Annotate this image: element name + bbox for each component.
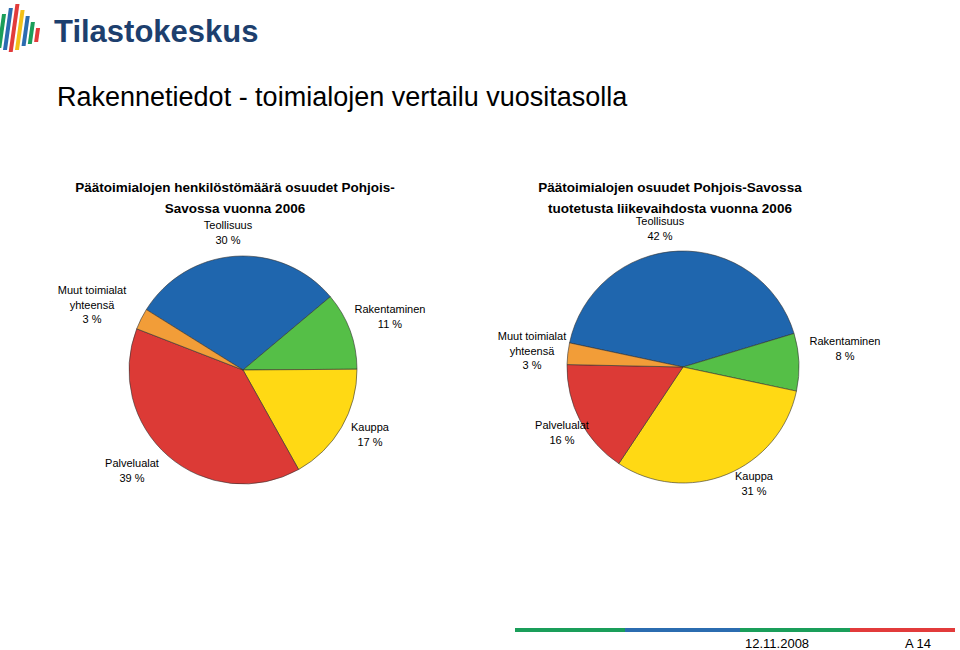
category-label-line: yhteensä — [70, 299, 116, 311]
background — [0, 0, 960, 650]
category-label-line: Teollisuus — [636, 215, 685, 227]
category-label-line: Rakentaminen — [810, 335, 881, 347]
footer-stripe — [625, 628, 740, 632]
footer-stripe — [850, 628, 955, 632]
pie-chart: Päätoimialojen henkilöstömäärä osuudet P… — [58, 180, 426, 484]
category-label-line: Teollisuus — [204, 219, 253, 231]
chart-title-line: Päätoimialojen osuudet Pohjois-Savossa — [538, 180, 802, 195]
category-label: Rakentaminen — [810, 335, 881, 347]
category-label: Muut toimialat yhteensä — [58, 284, 126, 311]
value-label: 3 % — [83, 313, 102, 325]
chart-title-line: Päätoimialojen henkilöstömäärä osuudet P… — [75, 180, 395, 195]
slices — [129, 256, 357, 484]
page: Tilastokeskus Rakennetiedot - toimialojen… — [0, 0, 960, 650]
chart-title: Päätoimialojen osuudet Pohjois-Savossa tu… — [538, 180, 802, 216]
category-label-line: Palvelualat — [535, 419, 589, 431]
value-label: 17 % — [357, 436, 382, 448]
pie-slice — [567, 365, 683, 464]
chart-title-line: tuotetusta liikevaihdosta vuonna 2006 — [548, 201, 792, 216]
category-label: Teollisuus — [636, 215, 685, 227]
logo-bar — [34, 28, 40, 42]
chart-title: Päätoimialojen henkilöstömäärä osuudet P… — [75, 180, 395, 216]
footer-date: 12.11.2008 — [745, 636, 809, 650]
value-label: 16 % — [549, 434, 574, 446]
category-label-line: Kauppa — [351, 421, 390, 433]
category-label: Palvelualat — [535, 419, 589, 431]
pie-slice — [137, 310, 243, 370]
footer-stripe — [740, 628, 850, 632]
category-label-line: yhteensä — [510, 345, 556, 357]
category-label-line: Muut toimialat — [498, 330, 566, 342]
value-label: 8 % — [836, 350, 855, 362]
footer-page: A 14 — [905, 636, 931, 650]
logo-text: Tilastokeskus — [54, 14, 258, 49]
value-label: 3 % — [523, 359, 542, 371]
category-label: Rakentaminen — [355, 303, 426, 315]
pie-slice — [567, 343, 683, 367]
pie-slice — [243, 297, 357, 370]
category-label: Kauppa — [351, 421, 390, 433]
category-label-line: Palvelualat — [105, 457, 159, 469]
category-label: Muut toimialat yhteensä — [498, 330, 566, 357]
page-title: Rakennetiedot - toimialojen vertailu vuo… — [57, 82, 628, 112]
category-label: Palvelualat — [105, 457, 159, 469]
chart-title-line: Savossa vuonna 2006 — [165, 201, 306, 216]
value-label: 39 % — [119, 472, 144, 484]
slices — [567, 251, 799, 483]
logo-icon — [0, 4, 40, 52]
category-label: Teollisuus — [204, 219, 253, 231]
category-label: Kauppa — [735, 470, 774, 482]
category-label-line: Muut toimialat — [58, 284, 126, 296]
value-label: 42 % — [647, 230, 672, 242]
footer-stripe — [515, 628, 625, 632]
value-label: 11 % — [378, 318, 402, 330]
category-label-line: Kauppa — [735, 470, 774, 482]
category-label-line: Rakentaminen — [355, 303, 426, 315]
pie-chart: Päätoimialojen osuudet Pohjois-Savossa tu… — [498, 180, 881, 497]
value-label: 30 % — [215, 234, 240, 246]
value-label: 31 % — [741, 485, 766, 497]
logo-bar — [28, 22, 35, 44]
